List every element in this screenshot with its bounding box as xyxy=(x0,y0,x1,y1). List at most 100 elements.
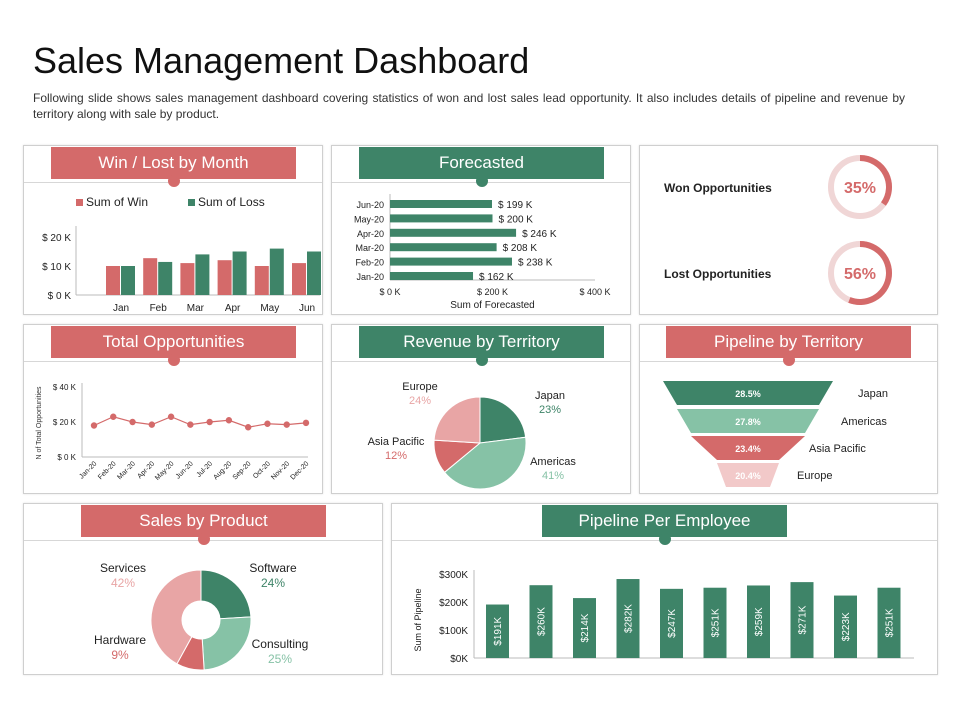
forecasted-title: Forecasted xyxy=(359,147,604,187)
employee-bar xyxy=(660,588,683,658)
y-tick-label: $200K xyxy=(439,598,468,609)
pipeline-territory-chart: 28.5% Japan 27.8% Americas 23.4% Asia Pacific… xyxy=(663,381,888,487)
sales-product-panel: Sales by Product Software 24% Consulting 25… xyxy=(23,503,383,675)
x-tick-label: Jan xyxy=(113,303,129,314)
donut-slice xyxy=(201,616,252,671)
stage-label: Japan xyxy=(858,388,888,400)
bar-data-label: $214K xyxy=(580,613,591,642)
bar-loss xyxy=(307,251,321,295)
forecast-bar xyxy=(390,257,512,266)
bar-data-label: $247K xyxy=(667,609,678,638)
forecast-bar xyxy=(390,243,497,252)
forecast-bar xyxy=(390,272,474,280)
legend-swatch xyxy=(188,199,195,206)
employee-bar xyxy=(703,587,727,658)
x-tick-label: Apr xyxy=(225,303,241,314)
slice-value: 12% xyxy=(385,450,407,462)
data-point xyxy=(129,418,136,426)
slice-value: 25% xyxy=(268,652,292,666)
x-tick-label: Aug-20 xyxy=(212,460,233,481)
employee-bar xyxy=(573,598,596,658)
donut-slice xyxy=(150,569,202,665)
data-point xyxy=(244,424,252,431)
y-tick-label: $ 0 K xyxy=(57,453,76,462)
bar-data-label: $251K xyxy=(711,608,722,637)
y-axis-title: Sum of Pipeline xyxy=(413,588,423,651)
x-tick-label: Mar xyxy=(187,303,205,314)
pipeline-territory-title: Pipeline by Territory xyxy=(666,326,911,366)
x-axis-title: Sum of Forecasted xyxy=(450,300,534,311)
funnel-stage xyxy=(663,381,833,405)
won-opportunities-label: Won Opportunities xyxy=(664,181,772,195)
bar-loss xyxy=(158,261,173,295)
bar-win xyxy=(143,258,158,295)
data-point xyxy=(148,421,156,428)
won-gauge-arc xyxy=(859,155,892,206)
opportunities-panel: Won Opportunities Lost Opportunities 35%… xyxy=(639,145,938,315)
forecasted-chart: Jun-20 $ 199 K May-20 $ 200 K Apr-20 $ 246 K M… xyxy=(354,194,611,311)
bar-win xyxy=(254,266,269,295)
pipeline-employee-panel: Pipeline Per Employee $0K $100K $200K $300K… xyxy=(391,503,938,675)
stage-value: 27.8% xyxy=(735,417,761,427)
employee-bar xyxy=(529,585,553,658)
win-lost-panel: Win / Lost by Month Sum of Win Sum of Los… xyxy=(23,145,323,315)
category-label: Apr-20 xyxy=(357,229,384,239)
x-tick-label: Feb xyxy=(150,303,168,314)
data-point xyxy=(283,421,290,428)
slice-value: 41% xyxy=(542,470,564,482)
y-tick-label: $ 0 K xyxy=(48,291,72,302)
forecasted-panel: Forecasted Jun-20 $ 199 K May-20 $ 200 K Apr… xyxy=(331,145,631,315)
stage-label: Americas xyxy=(841,416,887,428)
x-tick-label: Oct-20 xyxy=(252,460,272,480)
category-label: Jan-20 xyxy=(356,272,384,282)
y-tick-label: $0K xyxy=(450,654,468,665)
bar-data-label: $260K xyxy=(537,607,548,636)
funnel-stage xyxy=(691,436,805,460)
x-tick-label: Jan-20 xyxy=(78,460,98,480)
slice-label: Europe xyxy=(402,381,437,393)
revenue-territory-chart: Japan 23% Americas 41% Asia Pacific 12% Europe… xyxy=(368,381,576,490)
employee-bar xyxy=(877,587,901,658)
data-label: $ 162 K xyxy=(479,272,514,283)
series-line xyxy=(93,416,307,428)
stage-value: 28.5% xyxy=(735,389,761,399)
stage-label: Europe xyxy=(797,470,832,482)
revenue-territory-title: Revenue by Territory xyxy=(359,326,604,366)
bar-data-label: $251K xyxy=(885,608,896,637)
data-point xyxy=(110,413,117,420)
win-lost-title: Win / Lost by Month xyxy=(51,147,296,187)
employee-bar xyxy=(834,595,857,658)
data-label: $ 246 K xyxy=(522,229,557,240)
legend-swatch xyxy=(76,199,83,206)
stage-value: 20.4% xyxy=(735,471,761,481)
page-subtitle: Following slide shows sales management d… xyxy=(33,91,905,121)
bar-win xyxy=(180,263,195,295)
y-tick-label: $ 20 K xyxy=(53,418,77,427)
x-tick-label: $ 0 K xyxy=(379,287,400,297)
y-tick-label: $300K xyxy=(439,570,468,581)
data-point xyxy=(90,422,98,429)
total-opportunities-title: Total Opportunities xyxy=(51,326,296,366)
pie-slice xyxy=(479,396,527,444)
slice-value: 24% xyxy=(409,395,431,407)
data-point xyxy=(167,413,175,420)
funnel-stage xyxy=(677,409,819,433)
data-point xyxy=(225,417,233,424)
lost-gauge-value: 56% xyxy=(844,266,876,283)
data-label: $ 208 K xyxy=(503,243,538,254)
forecast-bar xyxy=(390,228,517,237)
data-point xyxy=(206,418,213,426)
pie-slice xyxy=(433,396,481,444)
bar-data-label: $282K xyxy=(624,604,635,633)
lost-gauge-arc xyxy=(848,241,892,305)
slice-value: 9% xyxy=(111,648,129,662)
slice-label: Americas xyxy=(530,456,576,468)
category-label: Jun-20 xyxy=(356,200,384,210)
x-tick-label: Mar-20 xyxy=(116,460,137,481)
y-tick-label: $ 40 K xyxy=(53,383,77,392)
x-tick-label: Sep-20 xyxy=(232,460,253,481)
y-tick-label: $ 10 K xyxy=(42,262,71,273)
legend-label: Sum of Loss xyxy=(198,195,265,209)
legend-label: Sum of Win xyxy=(86,195,148,209)
